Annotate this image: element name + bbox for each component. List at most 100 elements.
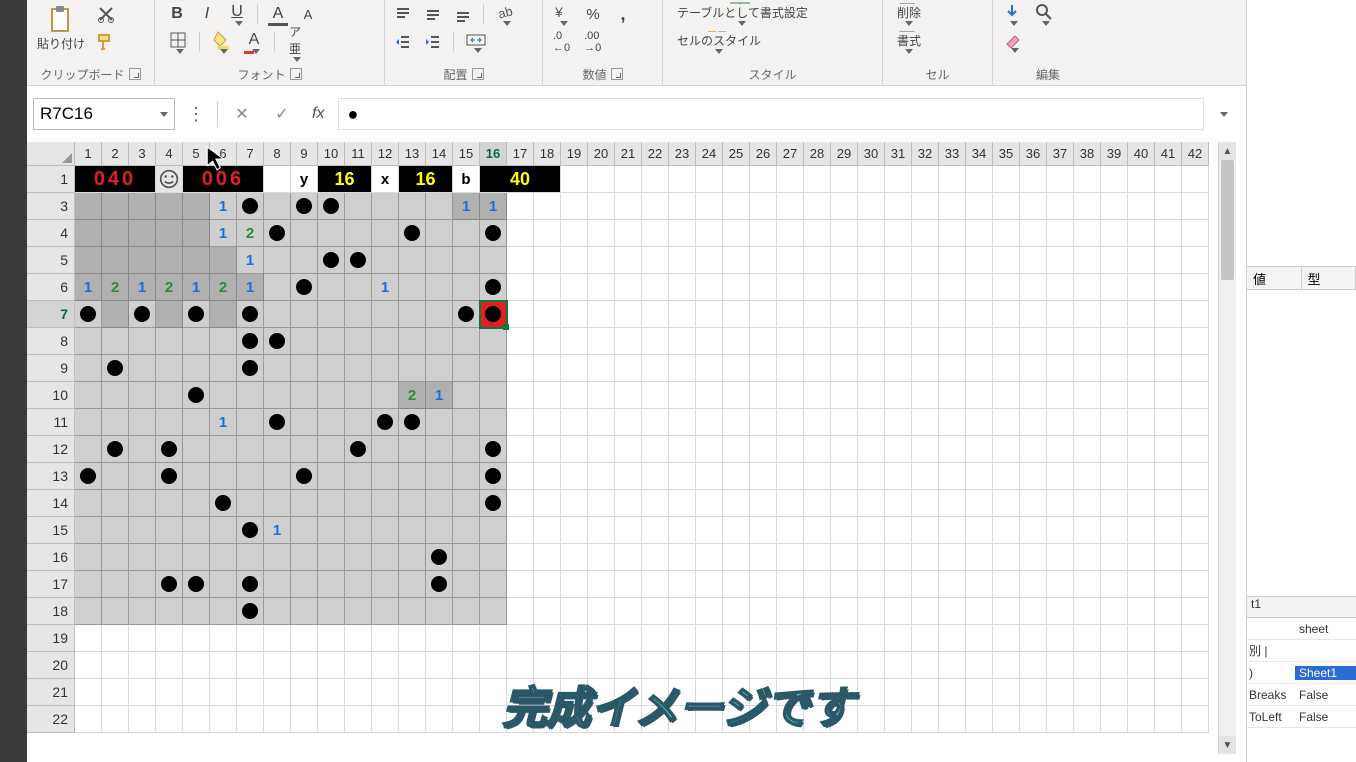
cell[interactable] [129,598,156,625]
row-header-7[interactable]: 7 [27,301,75,328]
cell[interactable] [885,544,912,571]
cell[interactable] [696,490,723,517]
cell[interactable] [696,517,723,544]
row-header-19[interactable]: 19 [27,625,75,652]
cell[interactable] [291,625,318,652]
cell[interactable] [1155,679,1182,706]
cell[interactable] [615,247,642,274]
cell[interactable] [993,571,1020,598]
cell[interactable] [696,193,723,220]
cell[interactable] [1047,193,1074,220]
cell[interactable] [831,274,858,301]
cell[interactable] [237,652,264,679]
cell[interactable] [561,166,588,193]
cell[interactable] [858,571,885,598]
cell[interactable] [1182,382,1209,409]
row-header-5[interactable]: 5 [27,247,75,274]
cell[interactable] [696,409,723,436]
cell[interactable] [1074,382,1101,409]
cell[interactable] [534,301,561,328]
cell[interactable] [129,355,156,382]
cell[interactable] [561,679,588,706]
cell[interactable] [750,652,777,679]
col-header-32[interactable]: 32 [912,142,939,166]
cell[interactable] [507,193,534,220]
cell[interactable] [669,679,696,706]
cell[interactable] [966,625,993,652]
side-tab[interactable]: t1 [1247,596,1356,618]
cell[interactable] [615,706,642,733]
cell[interactable] [1101,220,1128,247]
cell[interactable] [804,436,831,463]
cell[interactable] [885,382,912,409]
cell[interactable] [669,625,696,652]
row-header-4[interactable]: 4 [27,220,75,247]
cell[interactable] [1074,355,1101,382]
row-header-18[interactable]: 18 [27,598,75,625]
cell[interactable] [210,652,237,679]
cell[interactable] [129,625,156,652]
cell[interactable] [615,301,642,328]
cell[interactable] [831,598,858,625]
cell[interactable] [993,382,1020,409]
cell[interactable] [210,382,237,409]
cell[interactable] [507,706,534,733]
cell[interactable] [993,463,1020,490]
cell[interactable] [534,436,561,463]
cell[interactable] [615,652,642,679]
cell[interactable] [939,436,966,463]
cell[interactable] [777,490,804,517]
cell[interactable] [1047,517,1074,544]
cell[interactable] [129,220,156,247]
percent-button[interactable]: % [579,0,607,28]
select-all-corner[interactable] [27,142,75,166]
cell[interactable] [1047,247,1074,274]
cell[interactable] [993,328,1020,355]
col-header-36[interactable]: 36 [1020,142,1047,166]
cell[interactable] [453,625,480,652]
cell[interactable] [318,652,345,679]
cell[interactable] [156,571,183,598]
cell[interactable] [345,382,372,409]
cell[interactable] [831,193,858,220]
cell[interactable] [129,301,156,328]
cell[interactable] [1047,274,1074,301]
cell[interactable] [750,625,777,652]
col-header-4[interactable]: 4 [156,142,183,166]
cell[interactable] [156,301,183,328]
clipboard-launcher[interactable] [129,68,141,80]
cell[interactable] [1074,625,1101,652]
cell[interactable] [480,679,507,706]
format-cells-button[interactable]: 書式 [887,28,927,56]
cell[interactable] [318,679,345,706]
cell[interactable] [777,463,804,490]
cell[interactable] [1182,652,1209,679]
currency-button[interactable]: ¥ [547,0,577,28]
cell[interactable] [1155,517,1182,544]
format-as-table-button[interactable]: テーブルとして書式設定 [667,0,814,28]
cell[interactable] [1047,544,1074,571]
cell[interactable] [291,679,318,706]
number-launcher[interactable] [611,68,623,80]
cell[interactable] [1128,409,1155,436]
cell[interactable] [1155,544,1182,571]
cell[interactable] [345,517,372,544]
cell[interactable] [1101,652,1128,679]
cell[interactable] [1020,490,1047,517]
cell[interactable] [669,328,696,355]
cell[interactable] [642,706,669,733]
cell[interactable] [183,679,210,706]
col-header-28[interactable]: 28 [804,142,831,166]
cell[interactable] [696,355,723,382]
cell[interactable] [156,166,183,193]
cell[interactable] [1020,328,1047,355]
cell[interactable] [318,598,345,625]
cell[interactable]: x [372,166,399,193]
cell[interactable] [615,409,642,436]
cell[interactable] [1128,598,1155,625]
cell[interactable] [831,301,858,328]
cell[interactable] [777,436,804,463]
cell[interactable] [588,409,615,436]
cell[interactable] [426,436,453,463]
cell[interactable] [102,544,129,571]
